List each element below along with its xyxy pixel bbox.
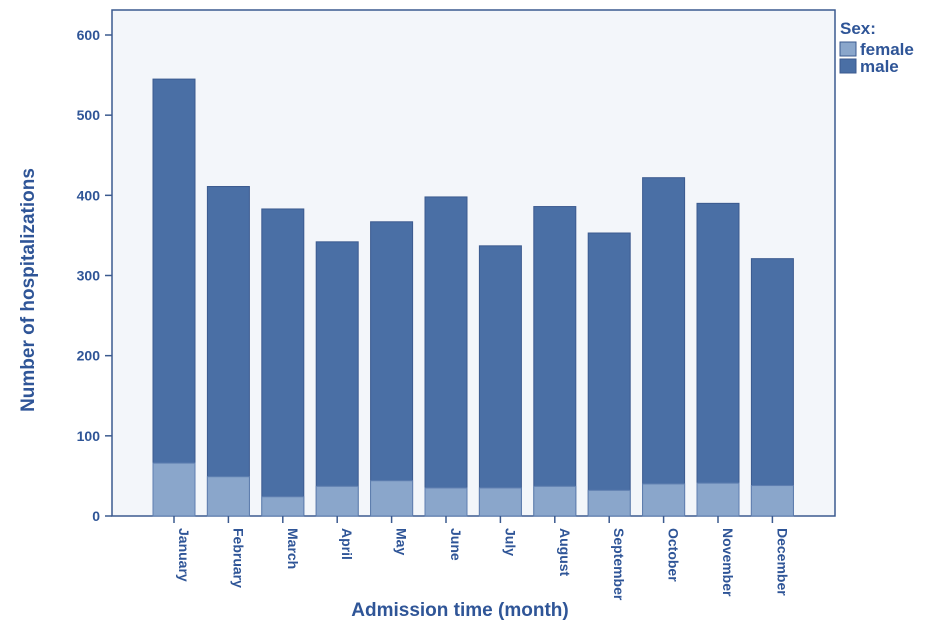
x-axis: January February March April May June July Augu… [173, 516, 790, 601]
x-tick-label: January [176, 528, 192, 582]
x-tick-label: February [230, 528, 246, 588]
bar-male-june [424, 196, 468, 517]
x-tick-label: March [285, 528, 301, 569]
legend-label-male: male [860, 57, 899, 76]
x-tick-label: July [502, 528, 518, 556]
y-tick-label: 200 [77, 348, 101, 364]
bar-male-october [642, 177, 686, 517]
bar-female-september [587, 489, 631, 517]
bar-female-january [152, 462, 196, 517]
y-tick-label: 600 [77, 27, 101, 43]
bar-male-may [370, 221, 414, 517]
bar-female-may [370, 480, 414, 517]
bar-female-august [533, 485, 577, 517]
bar-female-october [642, 483, 686, 517]
bar-female-december [750, 485, 794, 517]
bar-male-november [696, 202, 740, 517]
y-tick-label: 0 [92, 508, 100, 524]
legend-swatch-male [839, 58, 857, 74]
x-tick-label: June [448, 528, 464, 561]
bar-female-february [206, 476, 250, 517]
bar-male-july [478, 245, 522, 517]
bars [152, 78, 794, 517]
y-tick-label: 500 [77, 107, 101, 123]
y-tick-label: 300 [77, 268, 101, 284]
bar-male-august [533, 206, 577, 517]
legend-title: Sex: [840, 19, 876, 38]
y-axis-title: Number of hospitalizations [18, 168, 39, 412]
x-tick-label: May [394, 528, 410, 555]
x-tick-label: October [666, 528, 682, 582]
legend-label-female: female [860, 40, 914, 59]
x-tick-label: September [611, 528, 627, 601]
bar-female-july [478, 487, 522, 517]
x-axis-title: Admission time (month) [351, 600, 568, 621]
bar-female-november [696, 482, 740, 517]
x-tick-label: November [720, 528, 736, 597]
bar-female-march [261, 496, 305, 517]
x-tick-label: April [339, 528, 355, 560]
bar-male-april [315, 241, 359, 517]
y-axis: 0 100 200 300 400 500 600 [77, 27, 112, 524]
bar-female-june [424, 487, 468, 517]
bar-male-february [206, 186, 250, 517]
x-tick-label: December [774, 528, 790, 596]
x-tick-label: August [557, 528, 573, 577]
legend-swatch-female [839, 41, 857, 57]
bar-male-september [587, 232, 631, 517]
y-tick-label: 400 [77, 187, 101, 203]
y-tick-label: 100 [77, 428, 101, 444]
bar-male-march [261, 208, 305, 517]
bar-female-april [315, 485, 359, 517]
bar-male-december [750, 258, 794, 517]
bar-male-january [152, 78, 196, 517]
